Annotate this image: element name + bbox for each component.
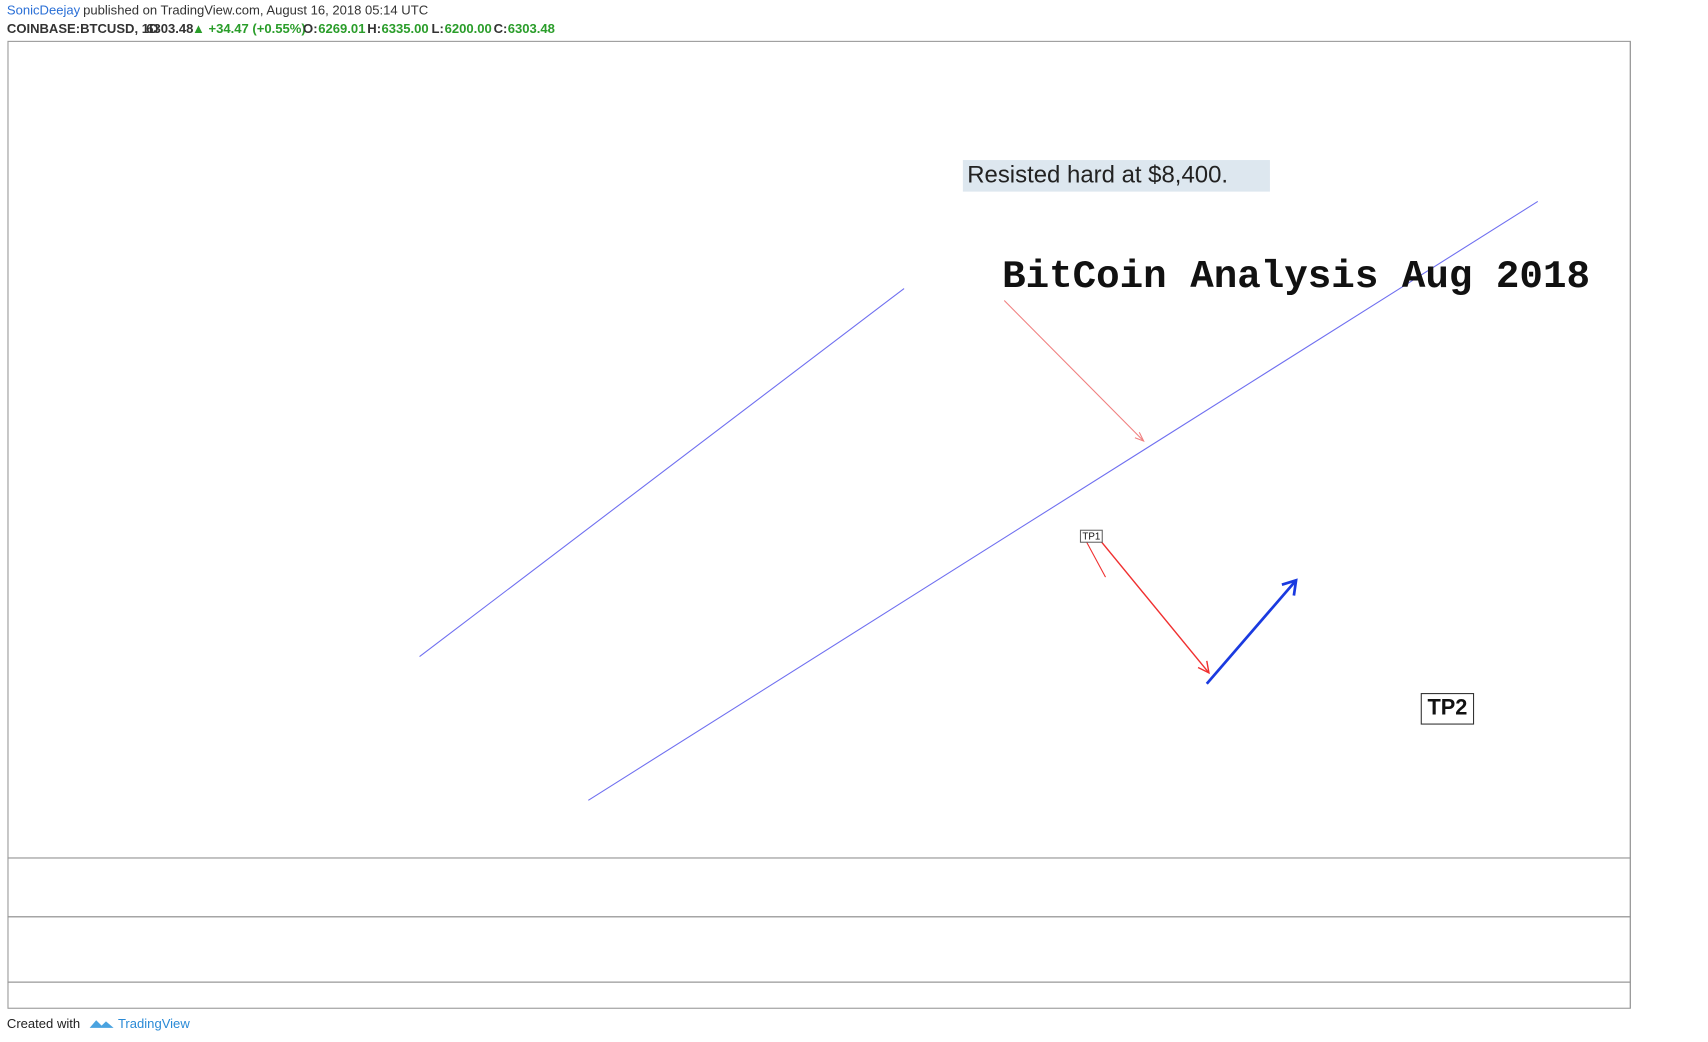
change: ▲ +34.47 (+0.55%) [192,21,306,36]
drawings [419,200,1539,801]
arrow-head [1197,660,1210,675]
note: Resisted hard at $8,400. [967,162,1228,189]
o-val: 6269.01 [318,21,365,36]
logo [89,1020,114,1028]
h-key: H: [367,21,381,36]
note-box [962,160,1270,192]
created: Created with [7,1016,80,1031]
legend: COINBASE:BTCUSD, 1D 6303.48 ▲ +34.47 (+0… [7,21,555,36]
c-val: 6303.48 [508,21,555,36]
arrow [1003,300,1145,442]
volume-pane [7,857,1631,918]
price-pane [7,40,1631,859]
o-key: O: [303,21,318,36]
author[interactable]: SonicDeejay [7,2,81,17]
arrow-head [1281,578,1298,596]
c-key: C: [494,21,508,36]
chart-title: BitCoin Analysis Aug 2018 [1002,254,1590,299]
arrow [1094,533,1210,674]
l-key: L: [432,21,444,36]
published: published on TradingView.com, August 16,… [83,2,428,17]
price: 6303.48 [146,21,193,36]
tp1: TP1 [1082,531,1100,542]
tp1-box [1079,529,1103,543]
tp2: TP2 [1427,695,1467,720]
l-val: 6200.00 [445,21,492,36]
h-val: 6335.00 [381,21,428,36]
time-axis [7,981,1631,1009]
arrow [1205,579,1298,685]
trend-line [588,200,1539,801]
arrow-head [1134,432,1145,442]
tp2-box [1420,693,1475,725]
symbol: COINBASE:BTCUSD, 1D [7,21,159,36]
oscillator-pane [7,916,1631,983]
brand[interactable]: TradingView [118,1016,190,1031]
trend-line [419,288,905,657]
arrow [1083,536,1106,578]
